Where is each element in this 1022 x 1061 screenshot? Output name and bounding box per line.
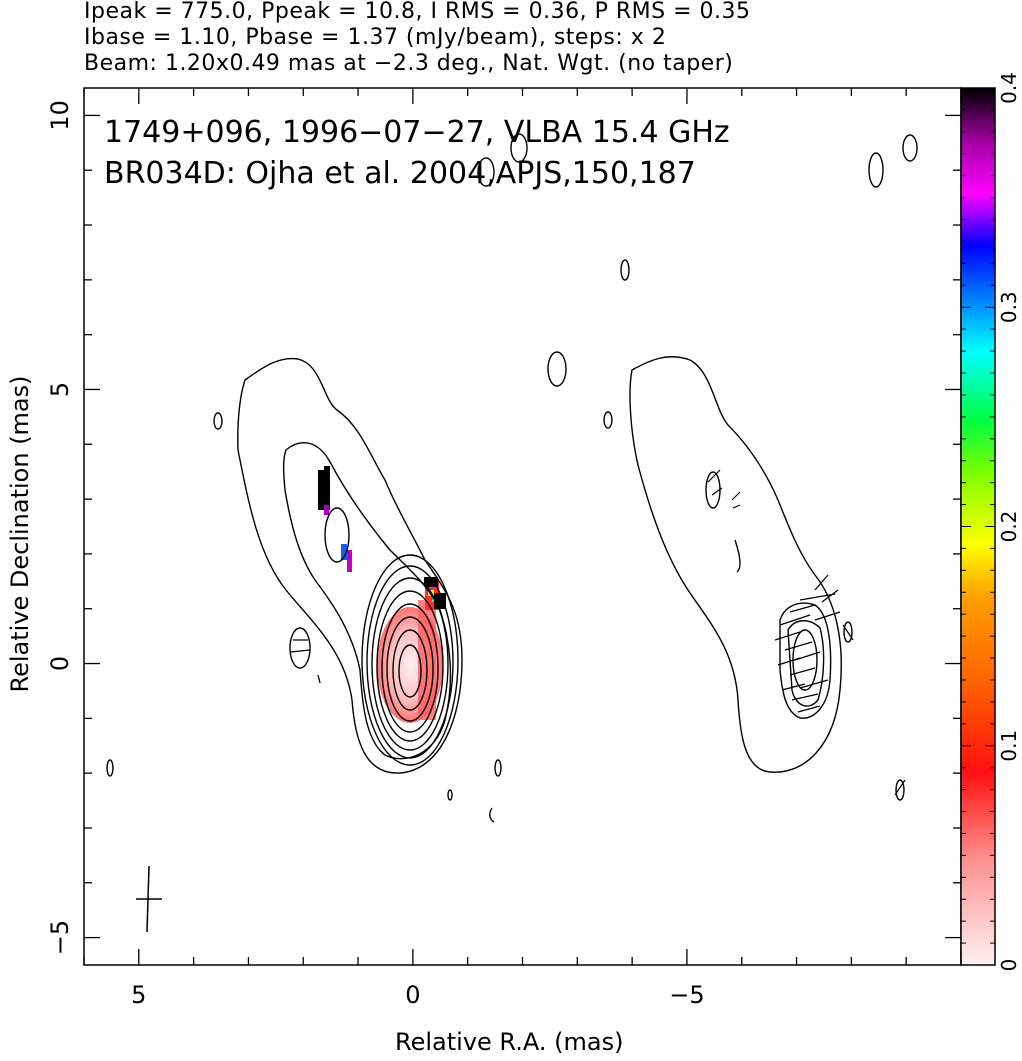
colorbar-tick-labels: 0 0.1 0.2 0.3 0.4 [997, 72, 1021, 971]
colorbar-tick-label: 0.2 [997, 511, 1021, 543]
y-tick-label: 5 [46, 382, 74, 397]
x-axis-label: Relative R.A. (mas) [395, 1028, 624, 1056]
y-axis-label: Relative Declination (mas) [6, 375, 34, 693]
y-tick-label: 10 [46, 100, 74, 131]
header-line-1: Ipeak = 775.0, Ppeak = 10.8, I RMS = 0.3… [84, 0, 751, 24]
polarization-vectors [289, 469, 906, 796]
header-line-2: Ibase = 1.10, Pbase = 1.37 (mJy/beam), s… [84, 25, 667, 50]
x-tick-label: 0 [405, 981, 420, 1009]
axis-ticks [83, 88, 962, 965]
colorbar-tick-label: 0 [997, 959, 1021, 972]
y-tick-label: −5 [46, 920, 74, 955]
colorbar-tick-label: 0.1 [997, 730, 1021, 762]
polarization-color-image [318, 466, 446, 723]
total-intensity-contours-left [106, 133, 918, 823]
plot-frame [83, 87, 962, 966]
colorbar-tick-label: 0.3 [997, 291, 1021, 323]
colorbar-tick-label: 0.4 [997, 72, 1021, 104]
plot-title-line-2: BR034D: Ojha et al. 2004,APJS,150,187 [104, 156, 696, 191]
total-intensity-contours-right [603, 356, 905, 801]
x-tick-labels: 5 0 −5 [131, 981, 704, 1009]
x-tick-label: −5 [669, 981, 704, 1009]
plot-title-line-1: 1749+096, 1996−07−27, VLBA 15.4 GHz [104, 115, 730, 150]
y-tick-labels: −5 0 5 10 [46, 100, 74, 955]
x-tick-label: 5 [131, 981, 146, 1009]
header-line-3: Beam: 1.20x0.49 mas at −2.3 deg., Nat. W… [84, 51, 734, 76]
y-tick-label: 0 [46, 656, 74, 671]
colorbar-ticks [961, 87, 995, 966]
beam-cross [136, 865, 162, 933]
